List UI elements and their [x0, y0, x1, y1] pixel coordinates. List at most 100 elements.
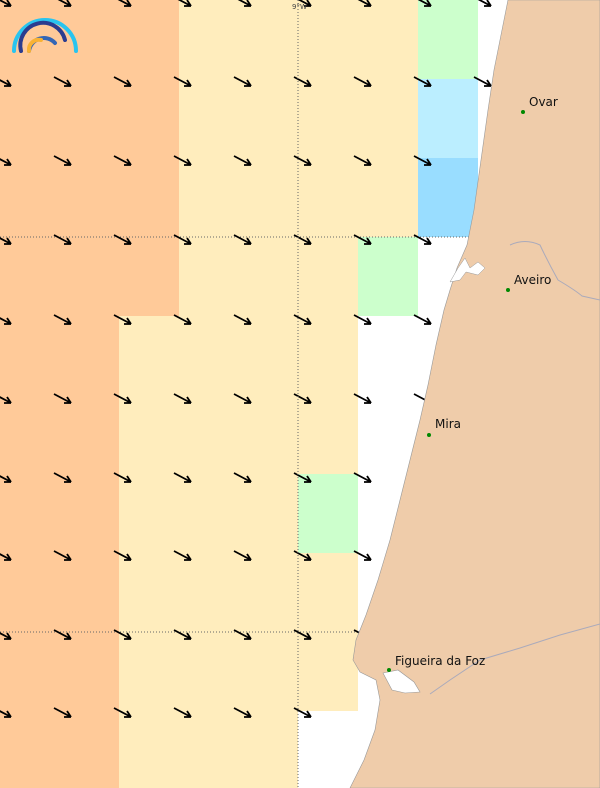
wind-arrow [0, 237, 12, 245]
wind-arrow [113, 76, 132, 87]
forecast-cell-green [298, 474, 358, 553]
wind-arrow [113, 629, 132, 640]
wind-arrow [237, 0, 252, 7]
wind-arrow [173, 550, 192, 561]
graticule-label: 9°W [292, 3, 307, 11]
forecast-cell-green [418, 0, 478, 79]
wind-arrow [0, 396, 12, 404]
forecast-cell-yellow [179, 237, 358, 316]
wind-arrow [113, 234, 132, 245]
wind-arrow [173, 155, 192, 166]
wind-arrow [0, 158, 12, 166]
city-ovar[interactable]: Ovar [521, 95, 558, 114]
wind-arrows [0, 0, 492, 718]
wind-arrow [233, 472, 252, 483]
logo-icon [12, 18, 78, 53]
forecast-cell-yellow [119, 316, 358, 474]
wind-arrow [113, 707, 132, 718]
forecast-cells [0, 0, 478, 788]
city-label: Mira [435, 417, 461, 431]
wind-arrow [353, 314, 372, 325]
wind-arrow [353, 155, 372, 166]
river [509, 241, 600, 301]
wind-arrow [113, 155, 132, 166]
wind-arrow [53, 234, 72, 245]
wind-arrow [293, 234, 312, 245]
forecast-cell-green [358, 237, 418, 316]
forecast-cell-yellow [119, 711, 298, 788]
city-label: Ovar [529, 95, 558, 109]
wind-arrow [353, 393, 372, 404]
wind-arrow [53, 155, 72, 166]
wind-arrow [113, 472, 132, 483]
wind-arrow [173, 76, 192, 87]
wind-arrow [293, 155, 312, 166]
wind-arrow [173, 707, 192, 718]
wind-arrow [113, 550, 132, 561]
wind-arrow [0, 710, 12, 718]
wind-arrow [53, 550, 72, 561]
wind-arrow [53, 629, 72, 640]
wind-arrow [473, 76, 492, 87]
forecast-cell-orange [0, 316, 119, 788]
wind-arrow [293, 76, 312, 87]
river [429, 623, 600, 695]
city-label: Figueira da Foz [395, 654, 485, 668]
wind-arrow [0, 79, 12, 87]
wind-arrow [0, 475, 12, 483]
wind-arrow [53, 314, 72, 325]
wind-arrow [353, 76, 372, 87]
wind-arrow [173, 472, 192, 483]
wind-arrow [353, 472, 372, 483]
city-mira[interactable]: Mira [427, 417, 461, 437]
wind-arrow [233, 550, 252, 561]
wind-arrow [117, 0, 132, 7]
aveiro-lagoon [449, 257, 486, 283]
wind-arrow [233, 314, 252, 325]
wind-arrow [233, 76, 252, 87]
wind-arrow [357, 0, 372, 7]
wind-arrow [173, 314, 192, 325]
wind-arrow [113, 393, 132, 404]
wind-arrow [233, 393, 252, 404]
city-aveiro[interactable]: Aveiro [506, 273, 551, 292]
wind-arrow [0, 632, 12, 640]
wind-arrow [53, 707, 72, 718]
forecast-cell-yellow [119, 474, 298, 553]
wind-arrow [53, 472, 72, 483]
wind-arrow [233, 629, 252, 640]
wind-arrow [293, 314, 312, 325]
wind-arrow [233, 707, 252, 718]
wind-arrow [417, 0, 432, 7]
wind-arrow [413, 234, 432, 245]
wind-arrow [53, 393, 72, 404]
wind-arrow [53, 76, 72, 87]
forecast-cell-lightblue [418, 79, 478, 158]
city-label: Aveiro [514, 273, 551, 287]
wind-arrow [293, 550, 312, 561]
forecast-cell-orange [0, 0, 179, 316]
land [349, 0, 600, 788]
wind-arrow [293, 472, 312, 483]
wind-arrow [413, 76, 432, 87]
wind-arrow [353, 550, 372, 561]
wind-arrow [0, 317, 12, 325]
wind-arrow [113, 314, 132, 325]
forecast-cell-blue [418, 158, 478, 237]
wind-arrow [477, 0, 492, 7]
wind-arrow [293, 393, 312, 404]
wind-arrow [293, 707, 312, 718]
mondego-estuary [382, 669, 421, 694]
wind-arrow [353, 234, 372, 245]
wind-arrow [233, 155, 252, 166]
wind-arrow [0, 553, 12, 561]
city-figueira-da-foz[interactable]: Figueira da Foz [387, 654, 485, 672]
wind-arrow [0, 0, 12, 7]
wind-arrow [173, 393, 192, 404]
wind-arrow [297, 0, 312, 7]
wind-arrow [173, 234, 192, 245]
wind-arrow [233, 234, 252, 245]
wind-arrow [57, 0, 72, 7]
